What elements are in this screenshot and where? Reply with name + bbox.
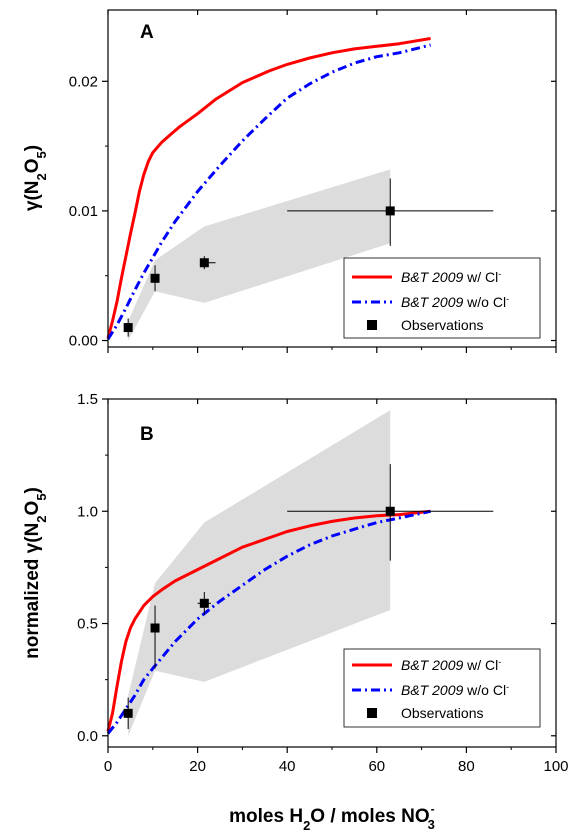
panel-a-observation-4	[287, 178, 494, 246]
panel-b-observation-2	[150, 605, 160, 669]
panel-a-legend-swatch-observations	[367, 320, 377, 330]
panel-a-y-axis-label: γ(N2O5)	[22, 145, 49, 211]
panel-a-legend: B&T 2009 w/ Cl- B&T 2009 w/o Cl- Observa…	[343, 257, 541, 339]
panel-b-series-layer	[106, 509, 431, 735]
panel-a-uncertainty-band	[128, 169, 391, 341]
panel-b-observation-1	[123, 697, 133, 730]
panel-a-label: A	[140, 22, 154, 43]
panel-b-y-tick-label-1: 0.5	[77, 616, 98, 633]
panel-a-observation-2-marker	[150, 273, 160, 283]
panel-b-y-tick-label-0: 0.0	[77, 728, 98, 745]
panel-a-observation-1	[123, 318, 133, 337]
panel-a-y-tick-label-2: 0.02	[69, 73, 98, 90]
panel-b-legend-label-observations: Observations	[401, 705, 483, 721]
panel-b-x-tick-label-60: 60	[368, 758, 385, 775]
panel-b-x-tick-label-100: 100	[543, 758, 568, 775]
panel-b-observation-3-marker	[199, 598, 209, 608]
panel-a-legend-label-observations: Observations	[401, 317, 483, 333]
panel-b: 0 20 40 60 80 100 0.0 0.5 1.0 1.5 B normalized γ(…	[22, 391, 569, 775]
panel-b-y-tick-label-2: 1.0	[77, 503, 98, 520]
panel-b-series-with-cl	[106, 509, 431, 732]
panel-a: 0.00 0.01 0.02 A γ(N2O5) B&T 2009 w/ Cl- B…	[22, 9, 557, 353]
panel-a-series-with-cl	[106, 37, 431, 339]
panel-b-legend-label-without-cl: B&T 2009 w/o Cl-	[401, 682, 509, 698]
panel-a-legend-label-with-cl: B&T 2009 w/ Cl-	[401, 269, 501, 285]
panel-a-legend-label-without-cl: B&T 2009 w/o Cl-	[401, 294, 509, 310]
panel-b-observation-4-marker	[385, 506, 395, 516]
panel-a-series-layer	[106, 37, 431, 341]
panel-a-observation-4-marker	[385, 206, 395, 216]
panel-b-ticks-layer: 0 20 40 60 80 100 0.0 0.5 1.0 1.5	[77, 391, 568, 775]
panel-a-legend-box	[343, 257, 541, 339]
panel-b-x-tick-label-40: 40	[279, 758, 296, 775]
panel-a-observations-layer	[123, 178, 494, 337]
panel-b-series-without-cl	[106, 509, 431, 735]
panel-a-observation-3-marker	[199, 258, 209, 268]
panel-b-legend-label-with-cl: B&T 2009 w/ Cl-	[401, 657, 501, 673]
panel-b-label: B	[140, 424, 154, 445]
panel-b-legend: B&T 2009 w/ Cl- B&T 2009 w/o Cl- Observa…	[343, 648, 541, 728]
panel-a-band-layer	[128, 169, 391, 341]
panel-b-x-tick-label-0: 0	[104, 758, 112, 775]
panel-a-observation-1-marker	[123, 323, 133, 333]
panel-a-y-tick-label-0: 0.00	[69, 333, 98, 350]
panel-b-observation-1-marker	[123, 708, 133, 718]
panel-b-y-tick-label-3: 1.5	[77, 391, 98, 408]
x-axis-label: moles H2O / moles NO-3	[229, 802, 435, 833]
panel-b-legend-swatch-observations	[367, 708, 377, 718]
panel-a-observation-2	[150, 265, 160, 292]
panel-a-ticks-layer: 0.00 0.01 0.02	[69, 10, 557, 353]
panel-b-x-tick-label-80: 80	[458, 758, 475, 775]
panel-a-y-tick-label-1: 0.01	[69, 203, 98, 220]
panel-b-observations-layer	[123, 464, 494, 730]
panel-b-observation-4	[287, 464, 494, 561]
panel-b-x-tick-label-20: 20	[189, 758, 206, 775]
panel-b-observation-3	[197, 592, 212, 615]
panel-b-observation-2-marker	[150, 623, 160, 633]
panel-b-y-axis-label: normalized γ(N2O5)	[22, 487, 49, 659]
panel-a-observation-3	[199, 256, 216, 270]
